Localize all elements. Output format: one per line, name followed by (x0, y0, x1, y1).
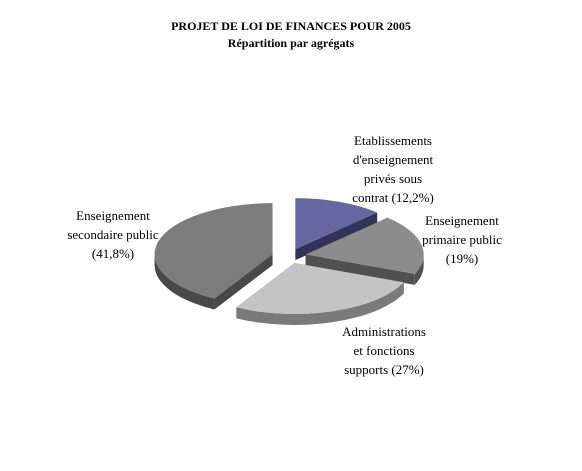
pie-slice-top (305, 217, 424, 274)
pie-slice-side (154, 254, 215, 310)
slice-label-line: primaire public (422, 232, 502, 247)
slice-label-line: Etablissements (354, 133, 432, 148)
slice-label-line: (41,8%) (92, 246, 134, 261)
pie-slice-face (295, 212, 378, 261)
slice-label-line: Enseignement (425, 213, 499, 228)
pie-slice (295, 198, 378, 261)
slice-label: Enseignement primaire public (19%) (422, 213, 502, 266)
slice-label-line: Administrations (342, 324, 426, 339)
slice-label-line: (19%) (446, 251, 479, 266)
chart-subtitle: Répartition par agrégats (228, 36, 355, 50)
pie-slice-top (295, 198, 378, 250)
pie-slice-side (414, 254, 424, 285)
pie-slice-side (236, 282, 404, 325)
slice-label-line: secondaire public (67, 227, 159, 242)
pie-slice (305, 217, 424, 285)
pie-slice (154, 203, 273, 310)
slice-label-line: et fonctions (353, 343, 414, 358)
slice-label-line: supports (27%) (344, 362, 424, 377)
slice-label: Administrations et fonctions supports (27%… (342, 324, 426, 377)
pie-labels: Etablissements d'enseignement privés sous c… (67, 133, 502, 377)
pie-slice (236, 262, 404, 325)
pie-slice-face (305, 254, 415, 285)
slice-label-line: Enseignement (76, 208, 150, 223)
pie-slices (154, 198, 424, 325)
slice-label: Etablissements d'enseignement privés sous c… (352, 133, 434, 205)
slice-label: Enseignement secondaire public (41,8%) (67, 208, 159, 261)
slice-label-line: contrat (12,2%) (352, 190, 434, 205)
pie-slice-face (214, 254, 273, 310)
pie-slice-top (154, 203, 273, 299)
slice-label-line: privés sous (364, 171, 422, 186)
pie-slice-top (236, 262, 404, 314)
slice-label-line: d'enseignement (353, 152, 434, 167)
chart-title: PROJET DE LOI DE FINANCES POUR 2005 (171, 19, 411, 33)
